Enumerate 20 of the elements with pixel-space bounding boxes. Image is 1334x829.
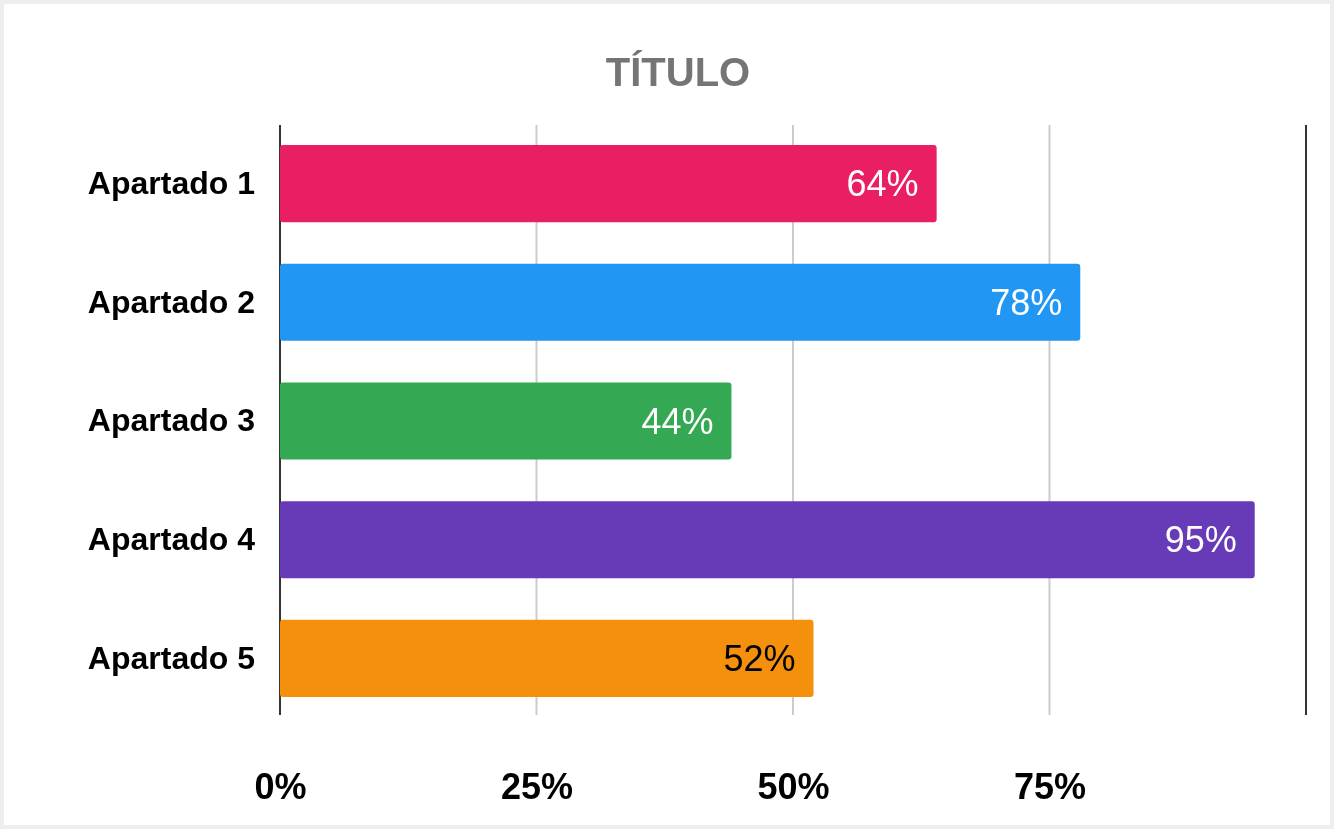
x-tick-label: 0% bbox=[254, 765, 307, 807]
y-tick-label: Apartado 5 bbox=[87, 639, 255, 676]
chart-title: TÍTULO bbox=[605, 50, 751, 94]
data-label: 64% bbox=[846, 163, 919, 205]
x-tick-label: 50% bbox=[757, 765, 830, 807]
x-tick-label: 25% bbox=[500, 765, 574, 807]
x-tick-label: 75% bbox=[1013, 765, 1087, 807]
data-label: 78% bbox=[990, 281, 1063, 323]
y-tick-label: Apartado 2 bbox=[87, 283, 255, 320]
bar bbox=[280, 382, 732, 460]
data-label: 52% bbox=[723, 638, 796, 680]
data-label: 95% bbox=[1164, 519, 1237, 561]
bar bbox=[280, 619, 814, 697]
data-label: 44% bbox=[641, 400, 714, 442]
bar bbox=[280, 263, 1081, 341]
y-tick-label: Apartado 1 bbox=[87, 164, 255, 201]
bar bbox=[280, 501, 1255, 579]
y-tick-label: Apartado 4 bbox=[87, 520, 256, 557]
y-tick-label: Apartado 3 bbox=[87, 402, 255, 439]
bar bbox=[280, 145, 937, 223]
